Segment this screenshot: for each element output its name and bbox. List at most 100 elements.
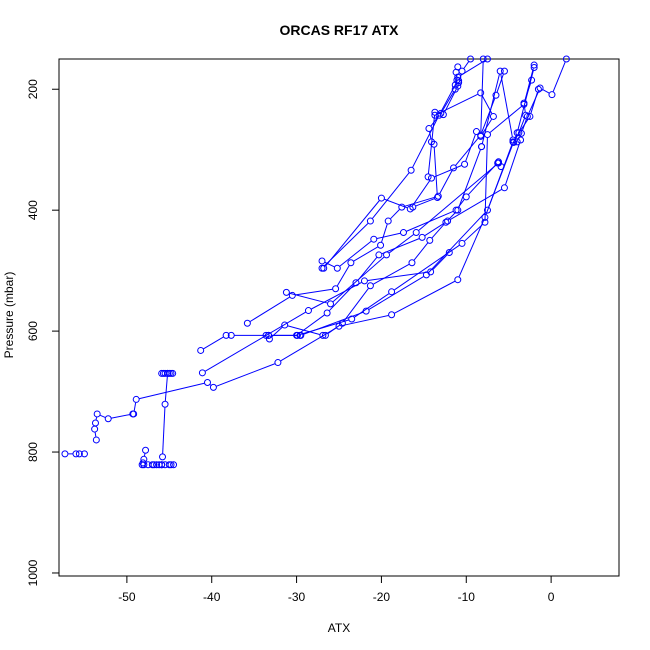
series-line-segment — [336, 265, 350, 287]
series-line-segment — [552, 61, 566, 92]
series-line-segment — [390, 209, 400, 220]
x-tick-label: -50 — [118, 590, 136, 604]
data-point — [530, 63, 538, 71]
data-point — [426, 236, 434, 244]
data-point — [458, 239, 466, 247]
y-tick-label: 400 — [26, 200, 40, 220]
series-line-segment — [434, 165, 462, 178]
series-line-segment — [542, 89, 550, 94]
data-point — [281, 321, 289, 329]
series-line-segment — [524, 83, 532, 101]
data-point — [155, 461, 163, 469]
data-series — [424, 63, 463, 181]
data-point — [442, 218, 450, 226]
data-point — [293, 331, 301, 339]
data-point — [461, 160, 469, 168]
data-point — [462, 193, 470, 201]
series-line-segment — [332, 256, 385, 303]
series-line-segment — [460, 60, 485, 76]
series-line-segment — [505, 142, 520, 185]
data-point — [352, 279, 360, 287]
data-point — [159, 453, 167, 461]
series-line-segment — [468, 163, 497, 195]
data-point — [422, 271, 430, 279]
series-line-segment — [298, 314, 325, 334]
series-line-segment — [372, 172, 410, 219]
series-line-segment — [311, 282, 362, 310]
series-line-segment — [500, 74, 513, 137]
series-line-segment — [458, 220, 485, 277]
data-point — [431, 108, 439, 116]
data-series — [262, 61, 538, 339]
data-point — [517, 129, 525, 137]
data-point — [130, 410, 138, 418]
series-line-segment — [249, 296, 290, 322]
data-point — [492, 91, 500, 99]
data-point — [453, 76, 461, 84]
data-point — [80, 450, 88, 458]
data-series — [318, 158, 503, 272]
series-line-segment — [357, 257, 378, 281]
series-line-segment — [406, 211, 454, 232]
data-point — [424, 173, 432, 181]
series-line-segment — [139, 382, 205, 400]
data-point — [477, 89, 485, 97]
data-point — [209, 383, 217, 391]
series-line-segment — [450, 189, 502, 220]
series-line-segment — [295, 288, 333, 296]
data-point — [370, 235, 378, 243]
data-point — [472, 128, 480, 136]
series-line-segment — [324, 222, 369, 267]
data-point — [528, 76, 536, 84]
data-point — [454, 73, 462, 81]
series-line-segment — [203, 336, 224, 350]
series-line-segment — [204, 311, 306, 372]
data-point — [562, 55, 570, 63]
data-point — [161, 369, 169, 377]
data-point — [348, 315, 356, 323]
series-line-segment — [424, 222, 446, 237]
x-tick-label: -40 — [203, 590, 221, 604]
series-line-segment — [496, 74, 504, 93]
data-point — [274, 359, 282, 367]
series-line-segment — [289, 292, 328, 304]
data-point — [548, 91, 556, 99]
series-line-segment — [394, 244, 460, 291]
data-point — [338, 319, 346, 327]
data-point — [425, 125, 433, 133]
data-point — [153, 461, 161, 469]
data-point — [483, 206, 491, 214]
data-point — [495, 158, 503, 166]
chart-title: ORCAS RF17 ATX — [279, 22, 399, 38]
series-line-segment — [431, 224, 445, 239]
data-point — [197, 346, 205, 354]
series-line-segment — [464, 224, 483, 242]
series-line-segment — [404, 196, 436, 207]
series-line-segment — [164, 376, 168, 402]
series-line-segment — [94, 432, 97, 437]
series-line-segment — [442, 91, 454, 111]
y-axis-label: Pressure (mbar) — [2, 272, 16, 359]
data-point — [319, 331, 327, 339]
data-point — [412, 229, 420, 237]
series-line-segment — [522, 119, 527, 131]
data-point — [481, 218, 489, 226]
y-tick-label: 600 — [26, 321, 40, 341]
data-point — [366, 282, 374, 290]
data-point — [483, 55, 491, 63]
data-point — [161, 400, 169, 408]
data-point — [347, 259, 355, 267]
series-line-segment — [111, 414, 130, 419]
series-line-segment — [463, 61, 470, 69]
series-line-segment — [373, 263, 410, 285]
data-point — [433, 193, 441, 201]
series-line-segment — [457, 199, 465, 208]
data-point — [377, 241, 385, 249]
data-point — [523, 112, 531, 120]
x-axis-label: ATX — [328, 621, 350, 635]
x-axis: -50 -40 -30 -20 -10 0 — [118, 575, 555, 604]
data-point — [142, 446, 150, 454]
data-point — [265, 335, 273, 343]
series-line-segment — [488, 135, 517, 208]
series-line-segment — [354, 293, 390, 318]
